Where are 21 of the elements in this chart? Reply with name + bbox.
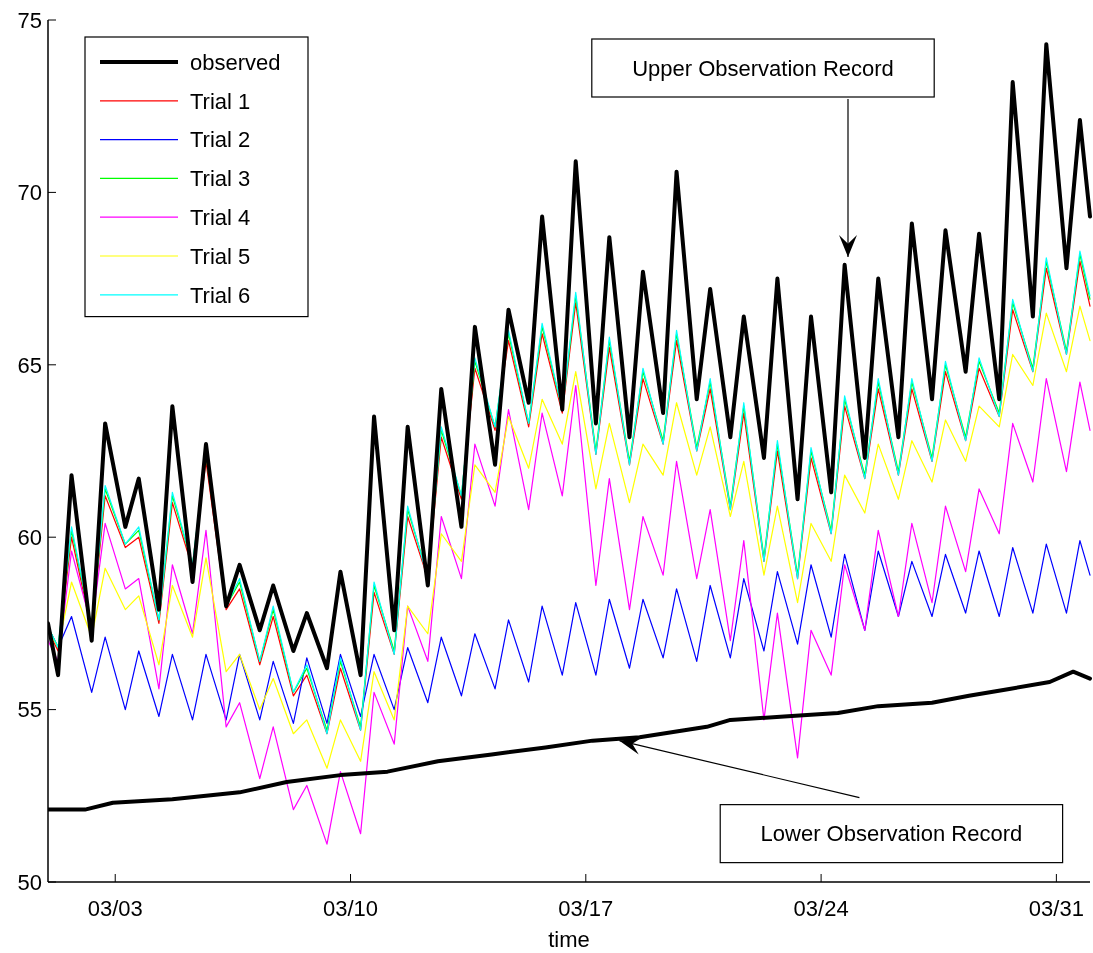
legend-label: Trial 1 [190,88,251,114]
y-tick-label: 70 [17,180,42,206]
x-tick-label: 03/31 [1028,896,1084,921]
y-tick-label: 55 [17,697,42,723]
legend-label: Trial 3 [190,166,251,192]
annotation: Upper Observation Record [632,55,894,81]
y-tick-label: 65 [17,352,42,378]
x-tick-label: 03/03 [87,896,143,921]
legend-label: Trial 2 [190,127,251,153]
legend-label: Trial 6 [190,282,251,308]
x-tick-label: 03/24 [793,896,849,921]
y-tick-label: 60 [17,524,42,550]
x-axis-title: time [548,927,590,952]
legend-label: Trial 4 [190,204,251,230]
x-tick-label: 03/10 [322,896,379,921]
y-tick-label: 50 [17,869,42,895]
x-tick-label: 03/17 [558,896,614,921]
legend-label: Trial 5 [190,243,251,269]
legend-label: observed [190,49,281,75]
annotation: Lower Observation Record [760,821,1023,847]
y-tick-label: 75 [17,7,42,33]
